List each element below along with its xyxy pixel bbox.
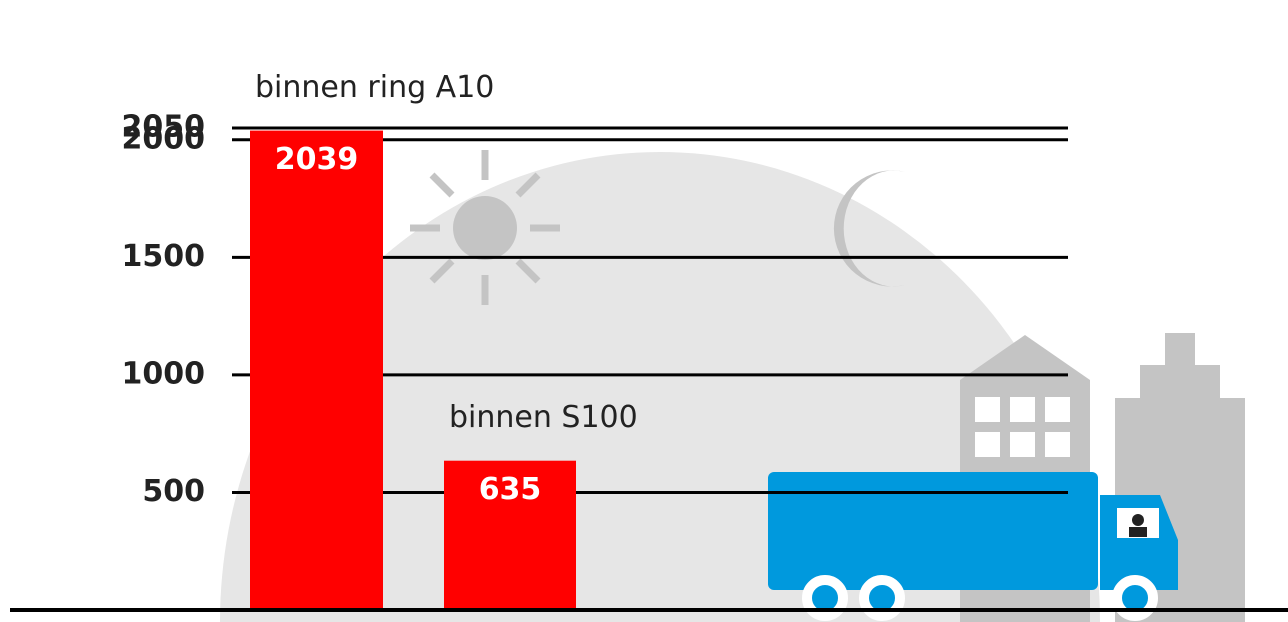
y-tick-label: 2050 [122,110,206,145]
y-tick-label: 1000 [122,356,206,391]
chart: 50010001500200020502039binnen ring A1063… [0,0,1288,622]
category-label: binnen ring A10 [255,70,494,105]
y-tick-label: 1500 [122,239,206,274]
value-label: 635 [479,472,542,507]
value-label: 2039 [275,142,359,177]
category-label: binnen S100 [449,400,638,435]
y-tick-label: 500 [142,474,205,509]
bar [250,131,383,610]
